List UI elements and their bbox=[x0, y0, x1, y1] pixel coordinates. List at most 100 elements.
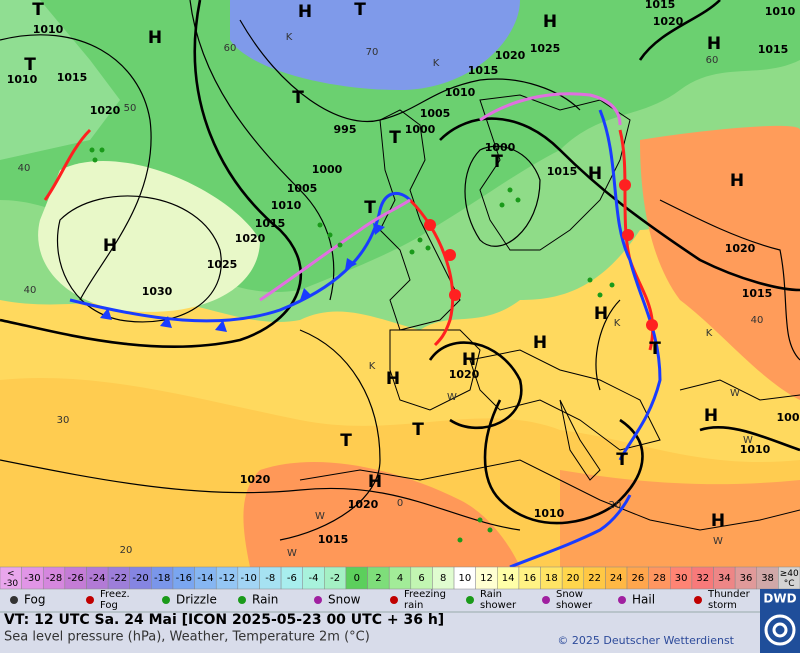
color-label: -10 bbox=[240, 573, 256, 584]
description: Sea level pressure (hPa), Weather, Tempe… bbox=[4, 630, 370, 645]
color-label: -22 bbox=[111, 573, 127, 584]
pressure-center: H bbox=[704, 406, 718, 426]
isobar-label: 1000 bbox=[405, 123, 436, 136]
air-mass-label: W bbox=[743, 435, 753, 446]
color-label: -24 bbox=[89, 573, 105, 584]
temp-zone-arctic bbox=[0, 0, 120, 160]
color-label: 26 bbox=[631, 573, 644, 584]
pressure-center: H bbox=[148, 28, 162, 48]
pressure-center: T bbox=[24, 55, 36, 75]
isobar-label: 1010 bbox=[765, 5, 796, 18]
legend-label: Hail bbox=[632, 593, 655, 607]
isobar-label: 100 bbox=[777, 411, 800, 424]
pressure-center: T bbox=[354, 0, 366, 20]
isobar-label: 1000 bbox=[485, 141, 516, 154]
isobar-label: 1020 bbox=[653, 15, 684, 28]
air-mass-label: W bbox=[447, 392, 457, 403]
isotherm-label: 40 bbox=[751, 315, 764, 326]
isobar-labels: 1010 1010 1015 1020 995 1000 1005 1010 1… bbox=[7, 0, 800, 546]
legend-symbol bbox=[618, 596, 626, 604]
legend-symbol bbox=[314, 596, 322, 604]
isobar-label: 1020 bbox=[725, 242, 756, 255]
isobar-label: 1030 bbox=[142, 285, 173, 298]
isotherm-label: 0 bbox=[397, 498, 403, 509]
color-label: -2 bbox=[330, 573, 340, 584]
isobar-label: 1015 bbox=[57, 71, 88, 84]
pressure-center: H bbox=[730, 171, 744, 191]
logo-text: DWD bbox=[763, 592, 796, 606]
isobar-label: 1025 bbox=[530, 42, 561, 55]
color-label: 20 bbox=[567, 573, 580, 584]
pressure-center: T bbox=[491, 152, 503, 172]
isobar-label: 1015 bbox=[547, 165, 578, 178]
pressure-center: H bbox=[588, 164, 602, 184]
isobar-label: 1015 bbox=[318, 533, 349, 546]
isobar-label: 1010 bbox=[7, 73, 38, 86]
temp-zone-warm-east bbox=[640, 125, 800, 401]
color-label: 2 bbox=[375, 573, 381, 584]
color-label: -26 bbox=[68, 573, 84, 584]
isobar-label: 1010 bbox=[534, 507, 565, 520]
color-label: -4 bbox=[309, 573, 319, 584]
color-label: 12 bbox=[480, 573, 493, 584]
pressure-center: H bbox=[386, 369, 400, 389]
legend-symbol bbox=[10, 596, 18, 604]
pressure-center: T bbox=[649, 339, 661, 359]
isobar-label: 1015 bbox=[255, 217, 286, 230]
color-label: 24 bbox=[610, 573, 623, 584]
color-label: 32 bbox=[696, 573, 709, 584]
color-label: -20 bbox=[132, 573, 148, 584]
air-mass-label: W bbox=[730, 388, 740, 399]
isotherm-label: 50 bbox=[124, 103, 137, 114]
color-label: 14 bbox=[502, 573, 515, 584]
logo-box bbox=[760, 589, 800, 653]
isotherm-label: 30 bbox=[57, 415, 70, 426]
isobar-label: 1000 bbox=[312, 163, 343, 176]
weather-symbols bbox=[89, 147, 615, 543]
color-label: < -30 bbox=[3, 569, 18, 589]
color-label: 18 bbox=[545, 573, 558, 584]
color-label: 16 bbox=[523, 573, 536, 584]
color-label: 38 bbox=[761, 573, 774, 584]
pressure-center: T bbox=[32, 0, 44, 20]
pressure-center: H bbox=[462, 350, 476, 370]
temp-zone-cold bbox=[230, 0, 520, 90]
air-mass-label: K bbox=[286, 32, 293, 43]
legend-symbol bbox=[694, 596, 702, 604]
pressure-center: T bbox=[292, 88, 304, 108]
temp-zone-hot-east bbox=[560, 470, 800, 567]
isobar-label: 1010 bbox=[33, 23, 64, 36]
legend-symbol bbox=[390, 596, 398, 604]
isobar-label: 1025 bbox=[207, 258, 238, 271]
color-label: 6 bbox=[418, 573, 424, 584]
pressure-center: T bbox=[412, 420, 424, 440]
isobar-label: 1020 bbox=[235, 232, 266, 245]
isobar-label: 1020 bbox=[449, 368, 480, 381]
pressure-center: T bbox=[616, 450, 628, 470]
legend-symbol bbox=[162, 596, 170, 604]
isobar-label: 1010 bbox=[271, 199, 302, 212]
legend-label: Drizzle bbox=[176, 593, 217, 607]
legend-label: Fog bbox=[24, 593, 45, 607]
isobar-label: 995 bbox=[334, 123, 357, 136]
legend-label: Freezing rain bbox=[404, 589, 446, 611]
pressure-center: H bbox=[707, 34, 721, 54]
temp-zone-sea bbox=[38, 160, 260, 312]
pressure-center: H bbox=[103, 236, 117, 256]
legend-symbol bbox=[542, 596, 550, 604]
dwd-logo: DWD bbox=[760, 589, 800, 653]
isobar-label: 1015 bbox=[758, 43, 789, 56]
color-label: 36 bbox=[740, 573, 753, 584]
color-label: -18 bbox=[154, 573, 170, 584]
isobar-label: 1015 bbox=[742, 287, 773, 300]
color-label: 0 bbox=[354, 573, 360, 584]
map: H T H H H T T T T T H H H T H H H H T T … bbox=[0, 0, 800, 567]
color-label: ≥40 °C bbox=[780, 569, 799, 589]
isotherm-label: 40 bbox=[18, 163, 31, 174]
color-label: 8 bbox=[440, 573, 446, 584]
legend-label: Rain bbox=[252, 593, 278, 607]
legend-label: Snow shower bbox=[556, 589, 593, 611]
color-scale: < -30 -30 -28 -26 -24 -22 -20 -18 -16 -14 -12 -10 -8-… bbox=[0, 566, 800, 590]
legend-symbol bbox=[86, 596, 94, 604]
isobar-label: 1020 bbox=[348, 498, 379, 511]
